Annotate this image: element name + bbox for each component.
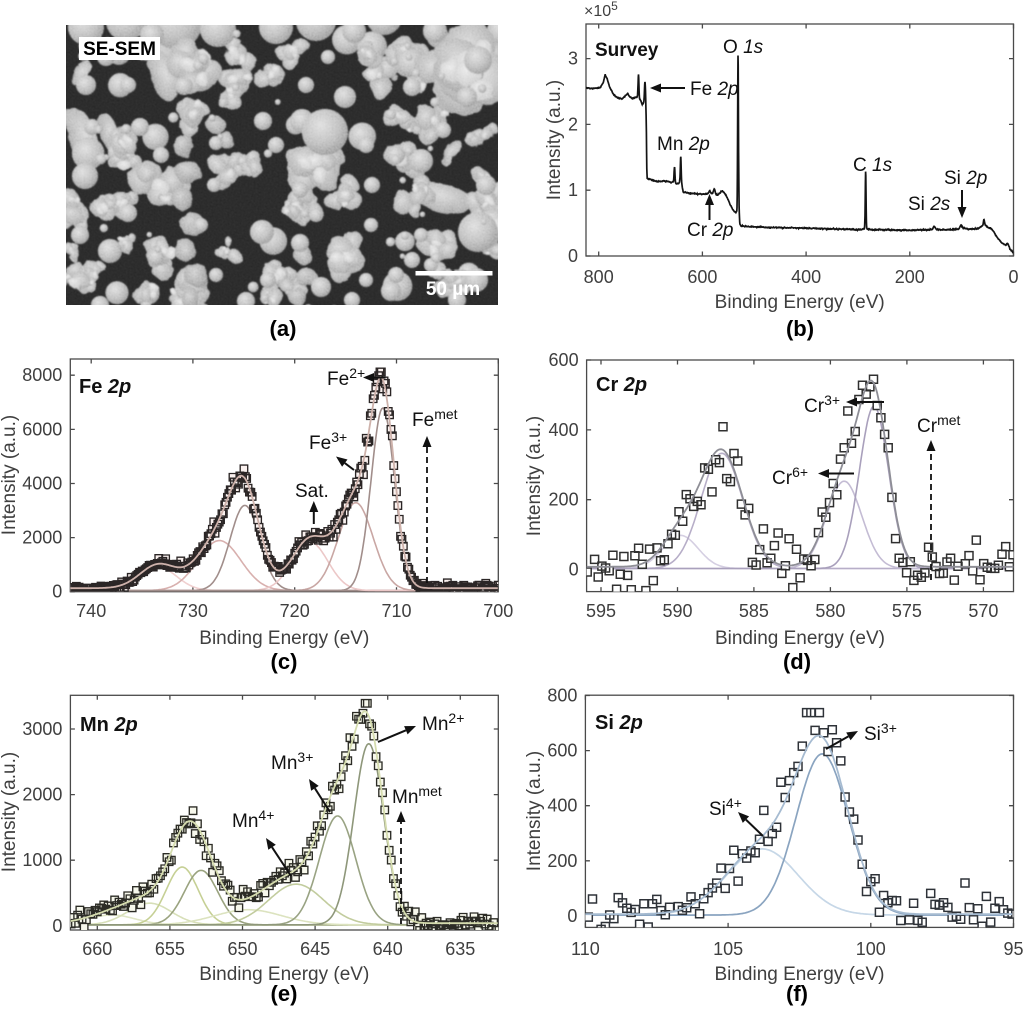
svg-text:SE-SEM: SE-SEM bbox=[83, 39, 156, 60]
svg-text:105: 105 bbox=[713, 939, 743, 959]
svg-text:(a): (a) bbox=[270, 316, 297, 341]
svg-text:Intensity (a.u.): Intensity (a.u.) bbox=[0, 415, 20, 535]
svg-text:0: 0 bbox=[569, 560, 579, 580]
svg-text:Fe 2p: Fe 2p bbox=[690, 79, 739, 100]
svg-text:200: 200 bbox=[549, 490, 579, 510]
svg-text:710: 710 bbox=[381, 601, 411, 621]
svg-text:720: 720 bbox=[280, 601, 310, 621]
svg-text:1000: 1000 bbox=[22, 850, 62, 870]
svg-text:Si3+: Si3+ bbox=[864, 720, 897, 745]
svg-text:Survey: Survey bbox=[595, 40, 659, 61]
svg-text:C 1s: C 1s bbox=[853, 155, 893, 176]
svg-text:575: 575 bbox=[892, 601, 922, 621]
svg-text:655: 655 bbox=[155, 939, 185, 959]
svg-text:635: 635 bbox=[445, 939, 475, 959]
svg-text:200: 200 bbox=[547, 851, 577, 871]
svg-text:570: 570 bbox=[968, 601, 998, 621]
svg-text:2000: 2000 bbox=[22, 528, 62, 548]
svg-text:2: 2 bbox=[568, 114, 578, 134]
svg-text:645: 645 bbox=[300, 939, 330, 959]
svg-text:100: 100 bbox=[856, 939, 886, 959]
svg-text:3: 3 bbox=[568, 49, 578, 69]
svg-text:Binding Energy (eV): Binding Energy (eV) bbox=[715, 628, 885, 649]
svg-text:Si 2p: Si 2p bbox=[944, 168, 987, 189]
svg-text:(c): (c) bbox=[271, 649, 298, 674]
svg-text:595: 595 bbox=[586, 601, 616, 621]
svg-text:730: 730 bbox=[178, 601, 208, 621]
svg-text:(b): (b) bbox=[786, 316, 814, 341]
svg-text:Cr6+: Cr6+ bbox=[772, 464, 808, 489]
svg-text:Femet: Femet bbox=[412, 406, 458, 431]
svg-text:(f): (f) bbox=[786, 981, 808, 1006]
svg-text:Mn 2p: Mn 2p bbox=[657, 134, 710, 155]
svg-text:Intensity (a.u.): Intensity (a.u.) bbox=[544, 80, 565, 200]
svg-text:640: 640 bbox=[373, 939, 403, 959]
svg-text:800: 800 bbox=[584, 267, 614, 287]
svg-text:Cr 2p: Cr 2p bbox=[687, 220, 733, 241]
svg-text:2000: 2000 bbox=[22, 785, 62, 805]
svg-text:Binding Energy (eV): Binding Energy (eV) bbox=[715, 292, 885, 313]
svg-text:Intensity (a.u.): Intensity (a.u.) bbox=[0, 752, 20, 872]
svg-text:Cr3+: Cr3+ bbox=[804, 392, 840, 417]
svg-text:8000: 8000 bbox=[22, 365, 62, 385]
svg-text:400: 400 bbox=[549, 420, 579, 440]
svg-text:0: 0 bbox=[52, 582, 62, 602]
svg-text:585: 585 bbox=[739, 601, 769, 621]
svg-text:Binding Energy (eV): Binding Energy (eV) bbox=[199, 628, 369, 649]
svg-text:Intensity (a.u.): Intensity (a.u.) bbox=[524, 416, 545, 536]
svg-text:0: 0 bbox=[567, 906, 577, 926]
svg-text:Intensity (a.u.): Intensity (a.u.) bbox=[524, 751, 545, 871]
svg-text:(d): (d) bbox=[783, 649, 811, 674]
svg-text:Mn3+: Mn3+ bbox=[271, 749, 313, 774]
svg-text:110: 110 bbox=[571, 939, 600, 959]
svg-text:0: 0 bbox=[1008, 267, 1018, 287]
svg-text:400: 400 bbox=[791, 267, 821, 287]
svg-text:590: 590 bbox=[662, 601, 692, 621]
svg-text:0: 0 bbox=[568, 246, 578, 266]
svg-text:Cr 2p: Cr 2p bbox=[596, 374, 647, 396]
svg-text:Sat.: Sat. bbox=[295, 481, 329, 502]
svg-text:Fe3+: Fe3+ bbox=[309, 429, 347, 454]
svg-text:Fe2+: Fe2+ bbox=[327, 365, 365, 390]
svg-text:95: 95 bbox=[1003, 939, 1023, 959]
svg-text:650: 650 bbox=[227, 939, 257, 959]
svg-text:Fe 2p: Fe 2p bbox=[79, 376, 131, 398]
svg-text:740: 740 bbox=[76, 601, 106, 621]
svg-text:6000: 6000 bbox=[22, 419, 62, 439]
svg-text:(e): (e) bbox=[271, 981, 298, 1006]
svg-text:660: 660 bbox=[82, 939, 112, 959]
svg-text:Si 2s: Si 2s bbox=[908, 194, 951, 215]
svg-text:Binding Energy (eV): Binding Energy (eV) bbox=[714, 964, 884, 985]
svg-text:800: 800 bbox=[547, 686, 577, 706]
svg-text:Binding Energy (eV): Binding Energy (eV) bbox=[199, 964, 369, 985]
svg-text:Mnmet: Mnmet bbox=[392, 783, 442, 808]
svg-text:580: 580 bbox=[815, 601, 845, 621]
svg-text:4000: 4000 bbox=[22, 474, 62, 494]
svg-text:600: 600 bbox=[549, 350, 579, 370]
svg-text:1: 1 bbox=[568, 180, 578, 200]
svg-text:O 1s: O 1s bbox=[723, 37, 764, 58]
svg-text:Si 2p: Si 2p bbox=[595, 712, 643, 734]
svg-text:Mn 2p: Mn 2p bbox=[80, 714, 138, 736]
svg-text:200: 200 bbox=[895, 267, 925, 287]
svg-text:Si4+: Si4+ bbox=[709, 795, 742, 820]
svg-text:×105: ×105 bbox=[584, 0, 618, 20]
svg-text:50 µm: 50 µm bbox=[426, 279, 480, 300]
svg-text:700: 700 bbox=[483, 601, 513, 621]
svg-text:600: 600 bbox=[547, 741, 577, 761]
svg-text:Crmet: Crmet bbox=[917, 412, 961, 437]
svg-text:0: 0 bbox=[52, 916, 62, 936]
svg-text:3000: 3000 bbox=[22, 719, 62, 739]
svg-text:Mn4+: Mn4+ bbox=[232, 807, 274, 832]
svg-text:600: 600 bbox=[687, 267, 717, 287]
svg-text:400: 400 bbox=[547, 796, 577, 816]
svg-text:Mn2+: Mn2+ bbox=[422, 710, 464, 735]
